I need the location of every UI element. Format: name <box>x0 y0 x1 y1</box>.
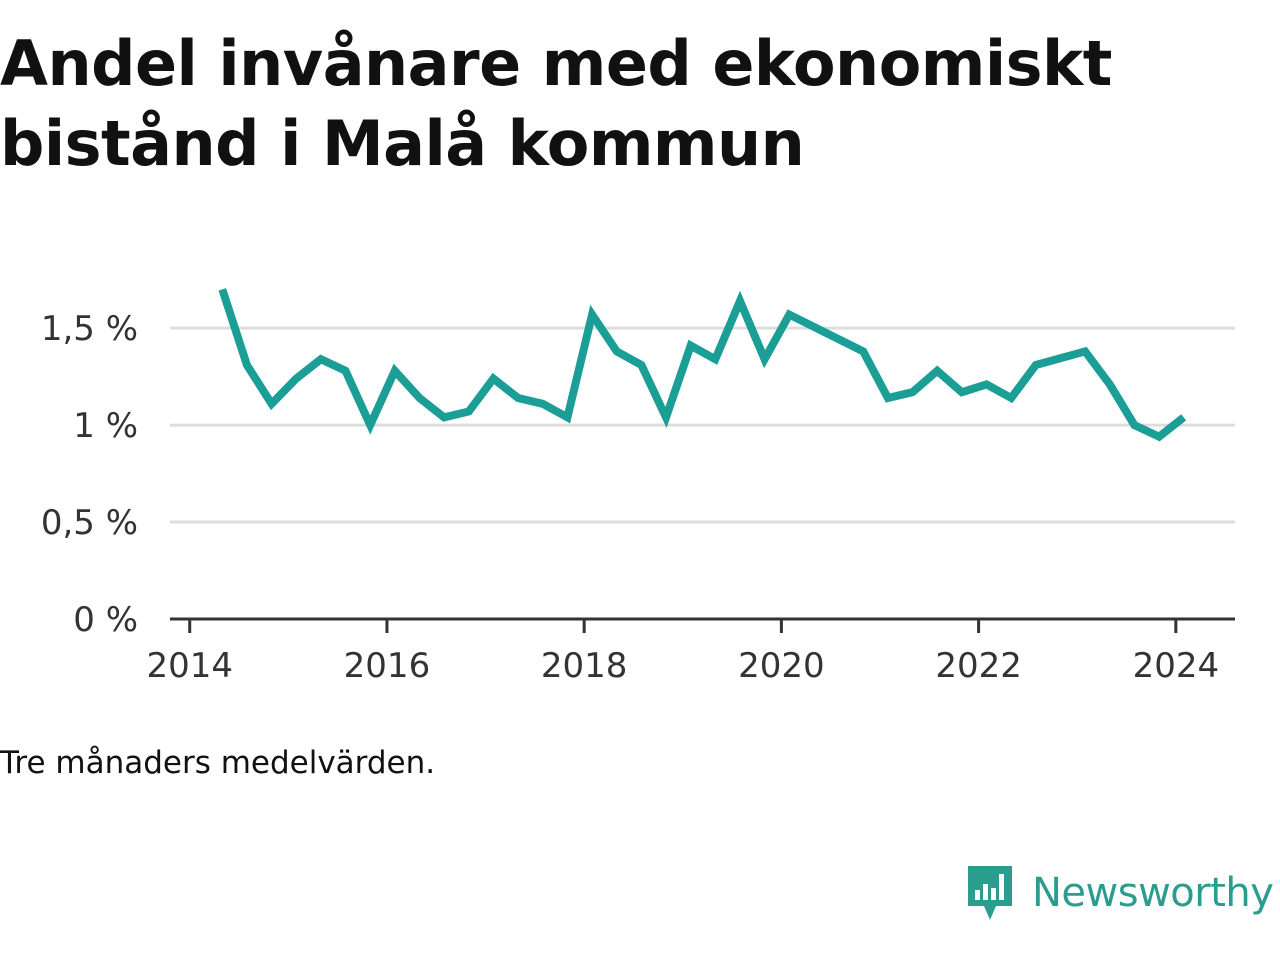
y-tick-label: 0 % <box>73 600 138 640</box>
grid-lines <box>170 326 1235 524</box>
x-tick-label: 2014 <box>146 646 233 686</box>
x-tick-labels: 2014 2016 2018 2020 2022 2024 <box>146 646 1219 686</box>
footnote: Tre månaders medelvärden. <box>0 745 436 781</box>
x-axis <box>170 617 1235 633</box>
brand-name: Newsworthy <box>1032 870 1274 916</box>
x-tick-label: 2018 <box>541 646 628 686</box>
x-tick-label: 2020 <box>738 646 825 686</box>
x-tick-label: 2022 <box>935 646 1022 686</box>
y-tick-label: 0,5 % <box>41 503 138 543</box>
x-tick-label: 2016 <box>344 646 431 686</box>
series-layer <box>218 288 1187 442</box>
y-tick-label: 1,5 % <box>41 309 138 349</box>
y-tick-labels: 0 % 0,5 % 1 % 1,5 % <box>41 309 138 640</box>
line-chart: 0 % 0,5 % 1 % 1,5 % 2014 2016 2018 2020 2022 202… <box>41 288 1235 686</box>
x-tick-label: 2024 <box>1133 646 1220 686</box>
brand-logo: Newsworthy <box>964 862 1274 924</box>
chart-title: Andel invånare med ekonomiskt bistånd i … <box>0 27 1112 180</box>
series-line <box>218 288 1187 442</box>
y-tick-label: 1 % <box>73 406 138 446</box>
newsworthy-icon <box>968 866 1012 920</box>
